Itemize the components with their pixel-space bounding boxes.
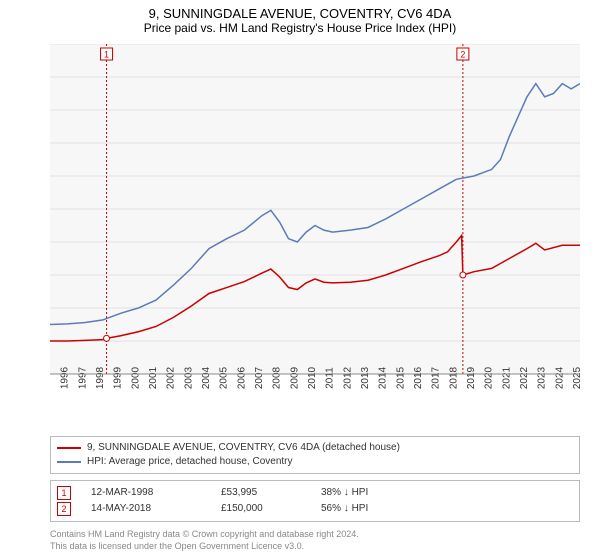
chart-subtitle: Price paid vs. HM Land Registry's House … [0, 21, 600, 39]
chart-container: 9, SUNNINGDALE AVENUE, COVENTRY, CV6 4DA… [0, 0, 600, 560]
svg-text:2012: 2012 [342, 366, 353, 389]
sales-marker-badge: 2 [57, 502, 71, 516]
legend-label: HPI: Average price, detached house, Cove… [87, 455, 293, 469]
legend-row: HPI: Average price, detached house, Cove… [57, 455, 573, 469]
svg-text:2019: 2019 [466, 366, 477, 389]
svg-text:2006: 2006 [236, 366, 247, 389]
footer-line-1: Contains HM Land Registry data © Crown c… [50, 528, 580, 540]
x-tick-labels: 1995 1996 1997 1998 1999 2000 2001 2002 2003 2004… [50, 366, 580, 389]
svg-text:2007: 2007 [254, 366, 265, 389]
footer-line-2: This data is licensed under the Open Gov… [50, 540, 580, 552]
svg-text:2010: 2010 [307, 366, 318, 389]
svg-text:1998: 1998 [95, 366, 106, 389]
sales-date: 12-MAR-1998 [91, 485, 201, 501]
legend-swatch [57, 461, 81, 463]
chart-title: 9, SUNNINGDALE AVENUE, COVENTRY, CV6 4DA [0, 0, 600, 21]
svg-text:2: 2 [460, 49, 465, 59]
sales-price: £53,995 [221, 485, 301, 501]
svg-text:2014: 2014 [378, 366, 389, 389]
price-chart: £0£50K£100K£150K£200K£250K£300K£350K£400… [50, 44, 580, 404]
svg-text:2002: 2002 [166, 366, 177, 389]
sales-pct: 38% ↓ HPI [321, 485, 421, 501]
svg-text:1996: 1996 [60, 366, 71, 389]
svg-text:2015: 2015 [395, 366, 406, 389]
svg-text:2016: 2016 [413, 366, 424, 389]
svg-text:2011: 2011 [325, 367, 336, 389]
sales-date: 14-MAY-2018 [91, 501, 201, 517]
svg-text:2020: 2020 [484, 366, 495, 389]
svg-text:1997: 1997 [77, 366, 88, 389]
svg-text:2003: 2003 [183, 366, 194, 389]
sales-table: 1 12-MAR-1998 £53,995 38% ↓ HPI 2 14-MAY-2018… [50, 480, 580, 522]
svg-text:2024: 2024 [554, 366, 565, 389]
svg-text:2023: 2023 [537, 366, 548, 389]
svg-text:2001: 2001 [148, 366, 159, 389]
legend-series-box: 9, SUNNINGDALE AVENUE, COVENTRY, CV6 4DA… [50, 436, 580, 474]
footer-attribution: Contains HM Land Registry data © Crown c… [50, 528, 580, 552]
svg-text:2013: 2013 [360, 366, 371, 389]
legend-swatch [57, 447, 81, 449]
svg-text:1999: 1999 [113, 366, 124, 389]
svg-text:2022: 2022 [519, 366, 530, 389]
svg-text:2008: 2008 [272, 366, 283, 389]
svg-text:2021: 2021 [501, 366, 512, 389]
sales-row: 1 12-MAR-1998 £53,995 38% ↓ HPI [57, 485, 573, 501]
svg-text:1995: 1995 [50, 366, 53, 389]
svg-text:2025: 2025 [572, 366, 580, 389]
svg-text:2017: 2017 [431, 366, 442, 389]
legend-row: 9, SUNNINGDALE AVENUE, COVENTRY, CV6 4DA… [57, 441, 573, 455]
sales-price: £150,000 [221, 501, 301, 517]
svg-text:2004: 2004 [201, 366, 212, 389]
legend-label: 9, SUNNINGDALE AVENUE, COVENTRY, CV6 4DA… [87, 441, 400, 455]
legend-area: 9, SUNNINGDALE AVENUE, COVENTRY, CV6 4DA… [50, 436, 580, 552]
svg-text:2000: 2000 [130, 366, 141, 389]
sales-row: 2 14-MAY-2018 £150,000 56% ↓ HPI [57, 501, 573, 517]
sales-marker-badge: 1 [57, 486, 71, 500]
sales-pct: 56% ↓ HPI [321, 501, 421, 517]
svg-text:2009: 2009 [289, 366, 300, 389]
svg-text:2018: 2018 [448, 366, 459, 389]
svg-text:1: 1 [104, 49, 109, 59]
svg-text:2005: 2005 [219, 366, 230, 389]
